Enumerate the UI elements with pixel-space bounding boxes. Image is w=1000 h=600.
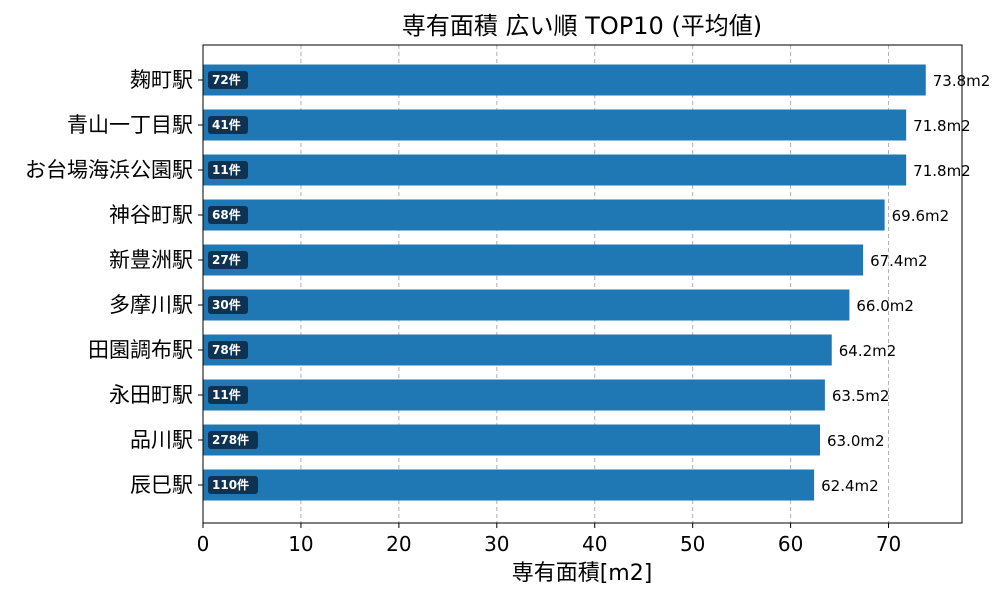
bar xyxy=(203,244,864,276)
count-badge xyxy=(208,206,248,224)
bar xyxy=(203,379,825,411)
plot-frame xyxy=(202,44,963,524)
count-label: 72件 xyxy=(212,72,241,87)
bar xyxy=(203,109,907,141)
category-label: 青山一丁目駅 xyxy=(67,113,193,137)
count-label: 30件 xyxy=(212,297,241,312)
chart-title: 専有面積 広い順 TOP10 (平均値) xyxy=(402,12,762,40)
count-badge xyxy=(208,341,248,359)
count-label: 278件 xyxy=(212,432,249,447)
x-tick-label: 0 xyxy=(197,532,210,556)
count-label: 78件 xyxy=(212,342,241,357)
category-label: 品川駅 xyxy=(130,428,193,452)
category-label: お台場海浜公園駅 xyxy=(25,158,193,182)
bars: 73.8m272件71.8m241件71.8m211件69.6m268件67.4… xyxy=(203,64,990,501)
x-tick-label: 10 xyxy=(288,532,313,556)
count-badge xyxy=(208,251,248,269)
category-label: 新豊洲駅 xyxy=(109,248,193,272)
count-badge xyxy=(208,386,248,404)
category-label: 辰巳駅 xyxy=(130,473,193,497)
bar xyxy=(203,469,815,501)
x-tick-label: 70 xyxy=(876,532,901,556)
count-label: 68件 xyxy=(212,207,241,222)
count-badge xyxy=(208,476,258,494)
axes: 0 10 20 30 40 50 60 70 麹町駅青山一丁目駅お台場海浜公園駅神谷町駅新豊洲駅… xyxy=(25,68,901,556)
value-label: 62.4m2 xyxy=(821,477,879,495)
category-label: 神谷町駅 xyxy=(109,203,193,227)
category-label: 多摩川駅 xyxy=(109,293,193,317)
value-label: 66.0m2 xyxy=(856,297,914,315)
bar xyxy=(203,64,926,96)
x-tick-label: 40 xyxy=(582,532,607,556)
value-label: 64.2m2 xyxy=(839,342,897,360)
count-badge xyxy=(208,71,248,89)
count-label: 11件 xyxy=(212,162,241,177)
value-label: 71.8m2 xyxy=(913,162,971,180)
value-label: 67.4m2 xyxy=(870,252,928,270)
bar xyxy=(203,154,907,186)
bar xyxy=(203,334,832,366)
category-label: 田園調布駅 xyxy=(88,338,193,362)
value-label: 71.8m2 xyxy=(913,117,971,135)
count-label: 110件 xyxy=(212,477,249,492)
x-tick-label: 20 xyxy=(386,532,411,556)
value-label: 63.5m2 xyxy=(832,387,890,405)
count-label: 27件 xyxy=(212,252,241,267)
x-tick-label: 30 xyxy=(484,532,509,556)
value-label: 69.6m2 xyxy=(892,207,950,225)
bar xyxy=(203,199,885,231)
bar xyxy=(203,424,820,456)
value-label: 63.0m2 xyxy=(827,432,885,450)
count-label: 11件 xyxy=(212,387,241,402)
x-tick-label: 50 xyxy=(680,532,705,556)
count-badge xyxy=(208,116,248,134)
x-tick-label: 60 xyxy=(778,532,803,556)
bar xyxy=(203,289,850,321)
count-label: 41件 xyxy=(212,117,241,132)
category-label: 永田町駅 xyxy=(109,383,193,407)
category-label: 麹町駅 xyxy=(130,68,193,92)
count-badge xyxy=(208,296,248,314)
x-axis-label: 専有面積[m2] xyxy=(512,561,653,586)
count-badge xyxy=(208,161,248,179)
count-badge xyxy=(208,431,258,449)
